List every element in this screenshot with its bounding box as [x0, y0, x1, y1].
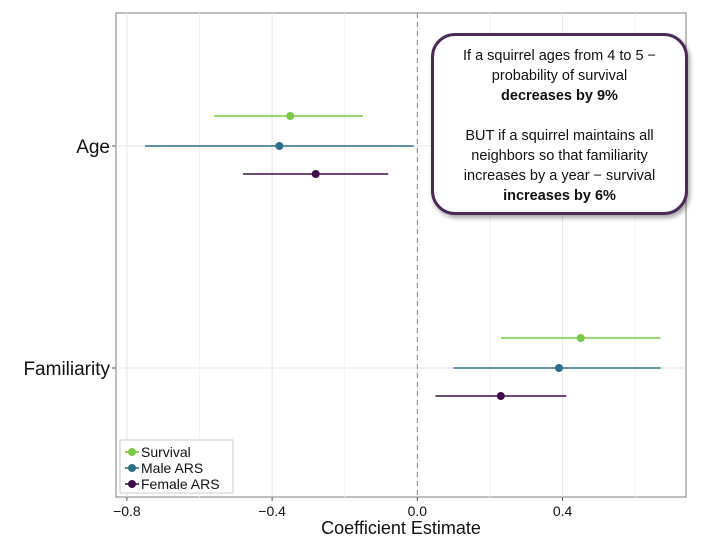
legend-key-point — [128, 464, 136, 472]
y-tick-label: Age — [76, 137, 110, 158]
legend-key-point — [128, 480, 136, 488]
y-tick-label: Familiarity — [23, 359, 110, 380]
legend-entry-label: Male ARS — [141, 460, 203, 476]
annotation-callout: If a squirrel ages from 4 to 5 − probabi… — [431, 33, 688, 215]
callout-line-7-bold: increases by 6% — [503, 188, 616, 204]
x-axis-label: Coefficient Estimate — [321, 518, 481, 538]
estimate-point — [275, 142, 284, 150]
legend-entry-label: Survival — [141, 444, 191, 460]
callout-line-4: BUT if a squirrel maintains all — [465, 128, 654, 144]
legend-key-point — [128, 448, 136, 456]
callout-line-5: neighbors so that familiarity — [471, 148, 648, 164]
legend-entry-label: Female ARS — [141, 476, 220, 492]
estimate-point — [496, 392, 505, 400]
y-axis-tick-labels: Age Familiarity — [23, 137, 116, 380]
callout-line-3-bold: decreases by 9% — [501, 88, 618, 104]
x-axis-tick-labels: −0.8 −0.4 0.0 0.4 — [113, 497, 573, 519]
estimate-point — [554, 364, 563, 372]
x-tick-label: 0.0 — [408, 503, 428, 519]
estimate-point — [311, 170, 320, 178]
callout-line-1: If a squirrel ages from 4 to 5 − — [462, 48, 657, 64]
callout-line-2: probability of survival — [491, 68, 628, 84]
x-tick-label: −0.8 — [113, 503, 141, 519]
callout-line-6: increases by a year − survival — [463, 168, 656, 184]
x-tick-label: −0.4 — [258, 503, 286, 519]
estimate-point — [286, 112, 295, 120]
estimate-point — [576, 334, 585, 342]
chart-marks — [145, 112, 661, 400]
x-tick-label: 0.4 — [553, 503, 573, 519]
